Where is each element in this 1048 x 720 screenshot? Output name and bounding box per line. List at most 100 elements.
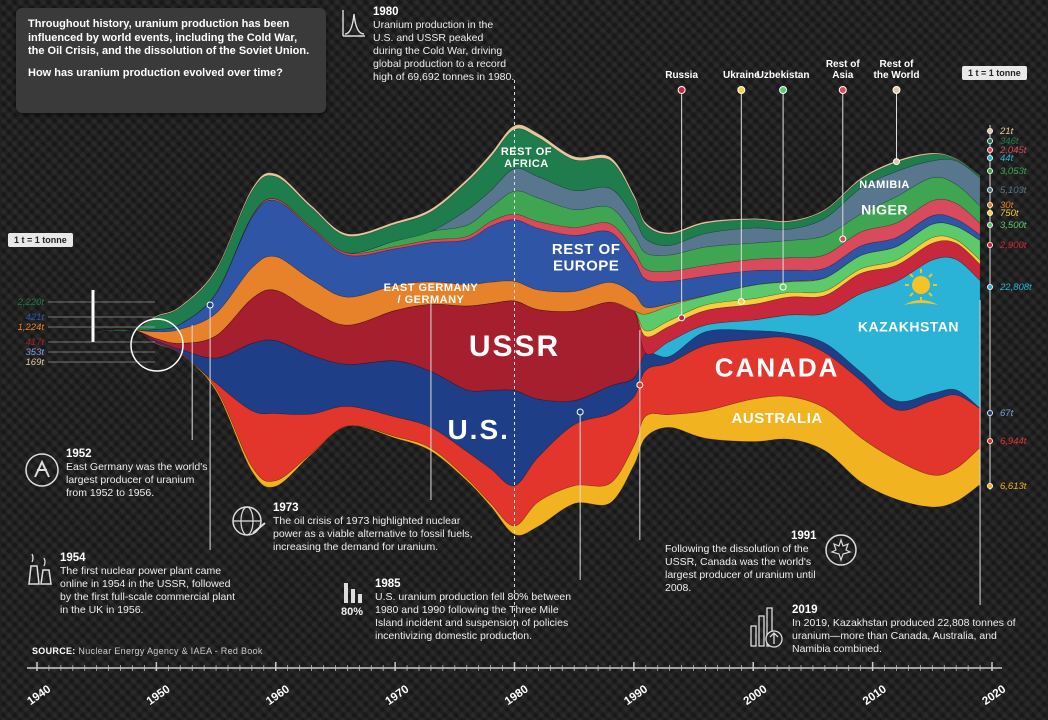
top-label-marker-russia [677, 86, 686, 94]
annotation-1973-text: The oil crisis of 1973 highlighted nucle… [273, 515, 473, 553]
annotation-1980-text: Uranium production in the U.S. and USSR … [373, 19, 515, 83]
top-label-marker-uzbekistan [779, 86, 788, 94]
power-plant-icon [28, 553, 52, 585]
end-value-label: 67t [1000, 408, 1014, 419]
annotation-1985-text: U.S. uranium production fell 80% between… [375, 591, 572, 642]
area-label-rest_europe: REST OF EUROPE [552, 241, 621, 275]
east-germany-emblem-icon [25, 453, 59, 487]
stream-layer-rest_world [96, 124, 981, 332]
top-label-russia: Russia [665, 70, 698, 81]
intro-question: How has uranium production evolved over … [28, 66, 283, 79]
annotation-1985: 1985 U.S. uranium production fell 80% be… [375, 578, 585, 643]
source-label: SOURCE: [32, 646, 76, 656]
stream-layer-uzbekistan [96, 222, 981, 344]
area-label-australia: AUSTRALIA [732, 410, 823, 427]
declining-bars-icon [344, 583, 362, 603]
end-value-label: 2,045t [999, 145, 1027, 156]
kazakhstan-emblem-icon [904, 269, 938, 305]
start-value-label: 417t [26, 337, 45, 348]
area-label-us: U.S. [447, 414, 509, 445]
annotation-2019-text: In 2019, Kazakhstan produced 22,808 tonn… [792, 617, 1016, 655]
source-line: SOURCE: Nuclear Energy Agency & IAEA - R… [32, 646, 263, 656]
intro-text: Throughout history, uranium production h… [28, 18, 310, 57]
scale-note-left: 1 t = 1 tonne [8, 233, 73, 247]
x-tick-label: 1980 [503, 683, 531, 708]
area-label-canada: CANADA [715, 352, 840, 382]
start-value-label: 1,224t [18, 322, 45, 333]
area-label-kazakhstan: KAZAKHSTAN [858, 319, 959, 335]
area-label-namibia: NAMIBIA [859, 179, 910, 191]
x-axis: 1940 1950 1960 1970 1980 1990 2000 2010 2020 [25, 662, 1008, 708]
annotation-1952: 1952 East Germany was the world's larges… [66, 448, 211, 500]
stream-layer-russia [96, 240, 981, 355]
top-label-rest_asia: Rest of Asia [826, 59, 861, 81]
top-label-ukraine: Ukraine [723, 70, 760, 81]
intro-box: Throughout history, uranium production h… [16, 8, 326, 113]
end-value-label: 3,500t [1000, 220, 1027, 231]
end-value-label: 3,053t [1000, 166, 1027, 177]
area-labels: USSR U.S. CANADA AUSTRALIA KAZAKHSTAN EAST GE… [384, 59, 959, 445]
end-value-label: 21t [999, 126, 1014, 137]
end-value-label: 22,808t [999, 282, 1032, 293]
maple-leaf-icon [825, 534, 857, 566]
rising-bars-icon [750, 607, 783, 648]
annotation-1952-year: 1952 [66, 448, 92, 460]
annotation-1973-year: 1973 [273, 502, 299, 514]
annotation-1985-year: 1985 [375, 578, 401, 590]
end-value-label: 5,103t [1000, 185, 1027, 196]
x-tick-label: 1950 [145, 683, 173, 708]
stream-layer-east_germany [96, 222, 981, 344]
end-value-label: 30t [1000, 200, 1014, 211]
annotation-1954-text: The first nuclear power plant came onlin… [60, 565, 236, 616]
end-value-label: 2,900t [999, 240, 1027, 251]
area-label-ussr: USSR [469, 330, 560, 363]
start-value-label: 2,220t [17, 297, 45, 308]
stream-layer-rest_africa [96, 128, 981, 332]
annotation-1991-year: 1991 [791, 530, 817, 542]
annotation-1952-text: East Germany was the world's largest pro… [66, 461, 208, 499]
annotation-1991-text: Following the dissolution of the USSR, C… [665, 543, 816, 594]
globe-growth-icon [232, 506, 266, 536]
top-label-marker-rest_asia [838, 86, 847, 94]
zoom-circle [130, 318, 184, 372]
x-tick-label: 2020 [980, 683, 1008, 708]
scale-note-right: 1 t = 1 tonne [962, 66, 1027, 80]
source-text: Nuclear Energy Agency & IAEA - Red Book [78, 646, 263, 656]
annotation-1954-year: 1954 [60, 552, 86, 564]
annotation-1980-year: 1980 [373, 6, 399, 18]
annotation-2019-year: 2019 [792, 604, 818, 616]
annotation-2019: 2019 In 2019, Kazakhstan produced 22,808… [792, 604, 1017, 656]
top-label-marker-rest_world [892, 86, 901, 94]
end-value-label: 44t [1000, 153, 1014, 164]
annotation-1973: 1973 The oil crisis of 1973 highlighted … [273, 502, 478, 554]
x-tick-label: 1960 [264, 683, 292, 708]
area-label-rest_africa: REST OF AFRICA [501, 146, 552, 170]
stream-layers [96, 124, 981, 536]
start-value-label: 169t [26, 357, 45, 368]
peak-curve-icon [342, 10, 365, 37]
start-value-label: 421t [26, 312, 45, 323]
end-value-label: 6,613t [1000, 481, 1027, 492]
x-tick-label: 2010 [861, 683, 889, 708]
x-tick-label: 1990 [622, 683, 650, 708]
annotation-1954: 1954 The first nuclear power plant came … [60, 552, 240, 617]
fall-80-label: 80% [341, 606, 364, 618]
area-label-niger: NIGER [861, 202, 908, 218]
annotation-1991: 1991 Following the dissolution of the US… [665, 530, 825, 595]
stream-layer-ukraine [96, 235, 981, 344]
annotation-lines [48, 80, 994, 640]
stream-layer-ussr [96, 256, 981, 402]
end-value-label: 750t [1000, 208, 1019, 219]
start-value-label: 353t [26, 347, 45, 358]
end-value-label: 6,944t [1000, 436, 1027, 447]
x-tick-label: 1940 [25, 683, 53, 708]
x-tick-label: 2000 [742, 683, 770, 708]
x-tick-label: 1970 [383, 683, 411, 708]
top-label-marker-ukraine [737, 86, 746, 94]
area-label-east_germany: EAST GERMANY / GERMANY [384, 282, 479, 306]
end-value-label: 346t [1000, 136, 1019, 147]
annotation-1980: 1980 Uranium production in the U.S. and … [345, 6, 515, 84]
top-label-rest_world: Rest of the World [874, 59, 920, 81]
